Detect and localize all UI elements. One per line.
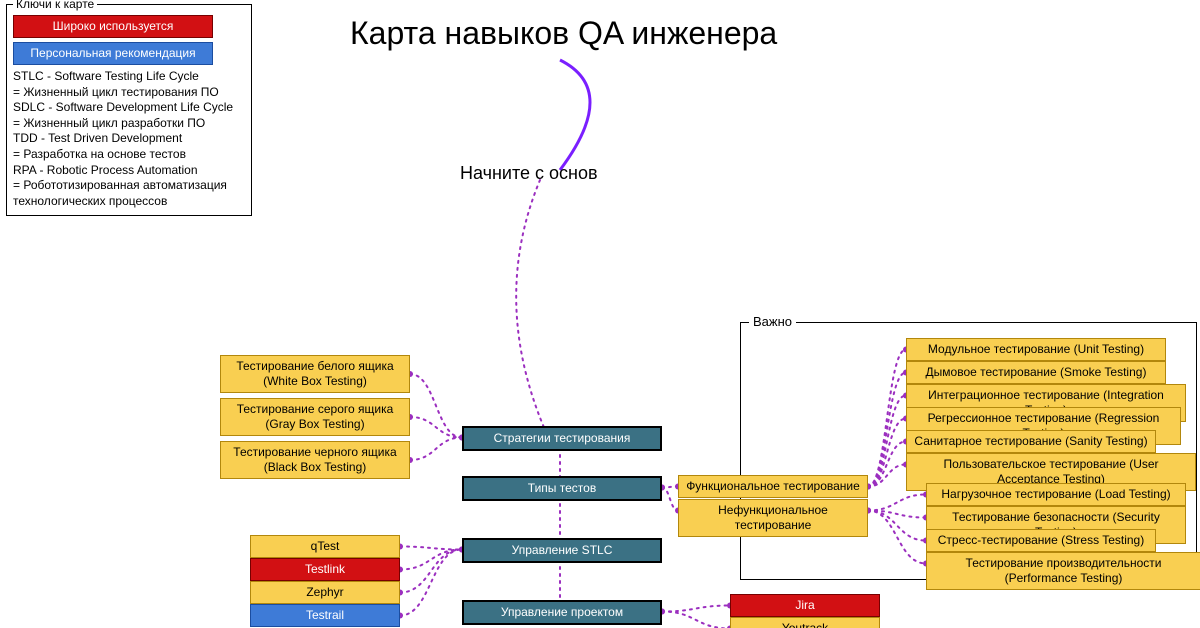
node-unit: Модульное тестирование (Unit Testing) [906,338,1166,361]
subtitle: Начните с основ [460,163,598,184]
node-testrail: Testrail [250,604,400,627]
node-label-qtest: qTest [250,535,400,558]
node-testlink: Testlink [250,558,400,581]
node-sanity: Санитарное тестирование (Sanity Testing) [906,430,1156,453]
legend-box: Ключи к карте Широко используется Персон… [6,4,252,216]
node-functional: Функциональное тестирование [678,475,868,498]
node-zephyr: Zephyr [250,581,400,604]
node-load: Нагрузочное тестирование (Load Testing) [926,483,1186,506]
node-label-graybox: Тестирование серого ящика (Gray Box Test… [220,398,410,436]
node-label-smoke: Дымовое тестирование (Smoke Testing) [906,361,1166,384]
node-label-zephyr: Zephyr [250,581,400,604]
node-smoke: Дымовое тестирование (Smoke Testing) [906,361,1166,384]
legend-heading: Ключи к карте [13,0,97,11]
node-performance: Тестирование производительности (Perform… [926,552,1200,590]
node-label-manage_stlc: Управление STLC [462,538,662,563]
important-label: Важно [749,314,796,329]
node-youtrack: Youtrack [730,617,880,628]
node-label-blackbox: Тестирование черного ящика (Black Box Te… [220,441,410,479]
node-manage_proj: Управление проектом [462,600,662,625]
node-label-sanity: Санитарное тестирование (Sanity Testing) [906,430,1156,453]
node-label-testlink: Testlink [250,558,400,581]
node-strategies: Стратегии тестирования [462,426,662,451]
node-stress: Стресс-тестирование (Stress Testing) [926,529,1156,552]
node-label-jira: Jira [730,594,880,617]
legend-widely-used: Широко используется [13,15,213,38]
node-label-whitebox: Тестирование белого ящика (White Box Tes… [220,355,410,393]
node-jira: Jira [730,594,880,617]
node-label-youtrack: Youtrack [730,617,880,628]
node-whitebox: Тестирование белого ящика (White Box Tes… [220,355,410,393]
legend-notes: STLC - Software Testing Life Cycle = Жиз… [13,69,245,209]
node-label-strategies: Стратегии тестирования [462,426,662,451]
node-test_types: Типы тестов [462,476,662,501]
node-graybox: Тестирование серого ящика (Gray Box Test… [220,398,410,436]
node-label-stress: Стресс-тестирование (Stress Testing) [926,529,1156,552]
node-nonfunctional: Нефункциональное тестирование [678,499,868,537]
node-label-test_types: Типы тестов [462,476,662,501]
node-label-nonfunctional: Нефункциональное тестирование [678,499,868,537]
legend-personal-rec: Персональная рекомендация [13,42,213,65]
node-label-manage_proj: Управление проектом [462,600,662,625]
node-blackbox: Тестирование черного ящика (Black Box Te… [220,441,410,479]
node-qtest: qTest [250,535,400,558]
node-label-unit: Модульное тестирование (Unit Testing) [906,338,1166,361]
node-label-performance: Тестирование производительности (Perform… [926,552,1200,590]
node-label-testrail: Testrail [250,604,400,627]
node-label-load: Нагрузочное тестирование (Load Testing) [926,483,1186,506]
page-title: Карта навыков QA инженера [350,15,777,52]
node-label-functional: Функциональное тестирование [678,475,868,498]
node-manage_stlc: Управление STLC [462,538,662,563]
